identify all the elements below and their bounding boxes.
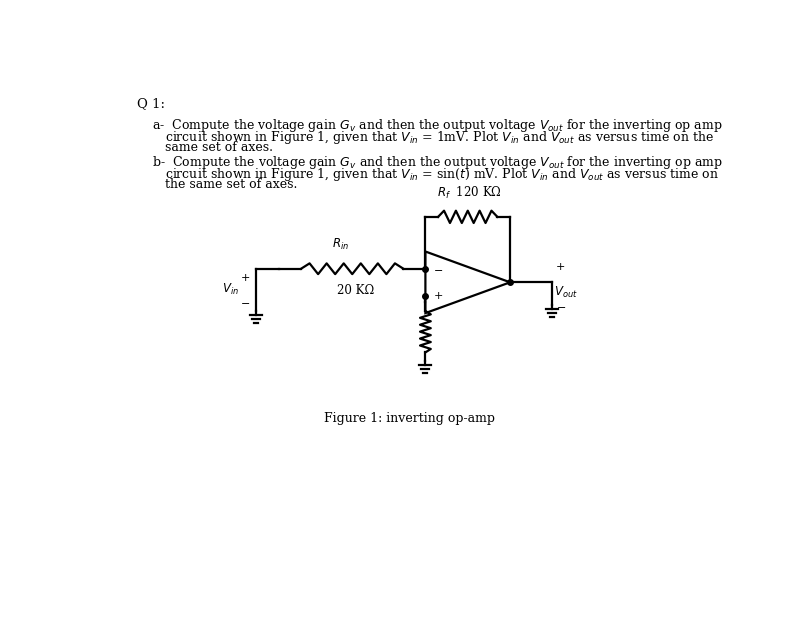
Text: $R_f$  120 KΩ: $R_f$ 120 KΩ: [437, 185, 502, 202]
Text: $-$: $-$: [240, 297, 250, 308]
Text: $+$: $+$: [433, 290, 443, 301]
Text: $V_{out}$: $V_{out}$: [554, 285, 578, 301]
Text: b-  Compute the voltage gain $G_v$ and then the output voltage $V_{out}$ for the: b- Compute the voltage gain $G_v$ and th…: [152, 154, 723, 170]
Text: +: +: [241, 273, 250, 283]
Text: $-$: $-$: [555, 301, 566, 311]
Text: circuit shown in Figure 1, given that $V_{in}$ = 1mV. Plot $V_{in}$ and $V_{out}: circuit shown in Figure 1, given that $V…: [165, 129, 714, 146]
Text: $R_{in}$: $R_{in}$: [332, 237, 350, 252]
Text: $V_{in}$: $V_{in}$: [222, 282, 239, 298]
Text: 20 KΩ: 20 KΩ: [338, 284, 374, 297]
Text: Q 1:: Q 1:: [137, 97, 165, 110]
Text: same set of axes.: same set of axes.: [165, 141, 273, 154]
Text: $-$: $-$: [433, 264, 443, 274]
Text: Figure 1: inverting op-amp: Figure 1: inverting op-amp: [325, 412, 495, 425]
Text: circuit shown in Figure 1, given that $V_{in}$ = sin($t$) mV. Plot $V_{in}$ and : circuit shown in Figure 1, given that $V…: [165, 166, 719, 183]
Text: the same set of axes.: the same set of axes.: [165, 179, 298, 192]
Text: +: +: [555, 262, 565, 272]
Text: a-  Compute the voltage gain $G_v$ and then the output voltage $V_{out}$ for the: a- Compute the voltage gain $G_v$ and th…: [152, 117, 722, 134]
